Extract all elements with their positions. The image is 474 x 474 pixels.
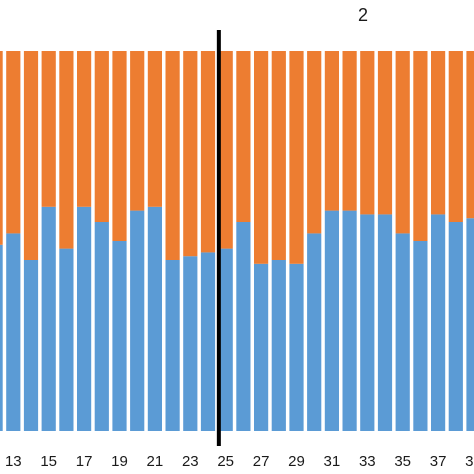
bar-segment-series1-19 <box>112 241 127 431</box>
bar-segment-series2-30 <box>307 51 322 234</box>
bar-segment-series2-28 <box>271 51 286 260</box>
x-tick-label: 31 <box>324 453 341 470</box>
bar-segment-series1-12 <box>0 244 3 431</box>
bar-segment-series2-19 <box>112 51 127 241</box>
bar-segment-series2-36 <box>413 51 428 241</box>
bars-group <box>0 51 474 431</box>
x-tick-label: 19 <box>111 453 128 470</box>
panel-annotation: 2 <box>358 5 368 25</box>
bar-segment-series2-20 <box>130 51 145 211</box>
bar-segment-series1-29 <box>289 263 304 431</box>
x-tick-label: 33 <box>359 453 376 470</box>
bar-segment-series1-22 <box>165 260 180 431</box>
bar-segment-series1-37 <box>431 214 446 431</box>
bar-segment-series1-38 <box>448 222 463 431</box>
bar-segment-series2-23 <box>183 51 198 257</box>
bar-segment-series2-18 <box>94 51 109 222</box>
bar-segment-series1-28 <box>271 260 286 431</box>
bar-segment-series2-12 <box>0 51 3 245</box>
x-tick-label: 21 <box>147 453 164 470</box>
bar-segment-series2-27 <box>254 51 269 264</box>
bar-segment-series1-15 <box>41 206 56 431</box>
bar-segment-series1-18 <box>94 222 109 431</box>
x-axis-ticks: 13 15 17 19 21 23 25 27 29 31 33 35 37 39 <box>5 453 474 470</box>
bar-segment-series2-31 <box>324 51 339 211</box>
bar-segment-series1-34 <box>377 214 393 431</box>
bar-segment-series2-25 <box>218 51 233 249</box>
x-tick-label: 27 <box>253 453 270 470</box>
bar-segment-series1-17 <box>77 206 92 431</box>
x-tick-label: 23 <box>182 453 199 470</box>
bar-segment-series2-35 <box>395 51 410 234</box>
bar-segment-series2-13 <box>6 51 21 234</box>
bar-segment-series1-13 <box>6 233 21 431</box>
bar-segment-series2-34 <box>377 51 393 215</box>
bar-segment-series2-17 <box>77 51 92 207</box>
bar-segment-series2-22 <box>165 51 180 260</box>
bar-segment-series2-33 <box>360 51 375 215</box>
x-tick-label: 13 <box>5 453 22 470</box>
bar-segment-series2-24 <box>200 51 216 253</box>
bar-segment-series1-23 <box>183 256 198 431</box>
bar-segment-series1-36 <box>413 241 428 431</box>
bar-segment-series1-39 <box>466 218 474 431</box>
bar-segment-series1-26 <box>236 222 251 431</box>
x-tick-label: 35 <box>394 453 411 470</box>
bar-segment-series1-33 <box>360 214 375 431</box>
bar-segment-series1-20 <box>130 210 145 431</box>
bar-segment-series2-21 <box>147 51 162 207</box>
bar-segment-series1-14 <box>23 260 39 431</box>
bar-segment-series2-26 <box>236 51 251 222</box>
bar-segment-series1-32 <box>342 210 357 431</box>
bar-segment-series2-39 <box>466 51 474 219</box>
bar-segment-series2-29 <box>289 51 304 264</box>
bar-segment-series2-32 <box>342 51 357 211</box>
bar-segment-series1-24 <box>200 252 216 431</box>
x-tick-label: 25 <box>217 453 234 470</box>
bar-segment-series2-16 <box>59 51 74 249</box>
bar-segment-series1-31 <box>324 210 339 431</box>
x-tick-label: 17 <box>76 453 93 470</box>
x-tick-label: 29 <box>288 453 305 470</box>
bar-segment-series1-16 <box>59 248 74 431</box>
bar-segment-series2-38 <box>448 51 463 222</box>
bar-segment-series2-37 <box>431 51 446 215</box>
x-tick-label: 39 <box>465 453 474 470</box>
bar-segment-series2-15 <box>41 51 56 207</box>
bar-segment-series1-35 <box>395 233 410 431</box>
x-tick-label: 15 <box>40 453 57 470</box>
bar-segment-series1-27 <box>254 263 269 431</box>
x-tick-label: 37 <box>430 453 447 470</box>
bar-segment-series1-30 <box>307 233 322 431</box>
bar-segment-series1-25 <box>218 248 233 431</box>
bar-segment-series2-14 <box>23 51 39 260</box>
bar-segment-series1-21 <box>147 206 162 431</box>
